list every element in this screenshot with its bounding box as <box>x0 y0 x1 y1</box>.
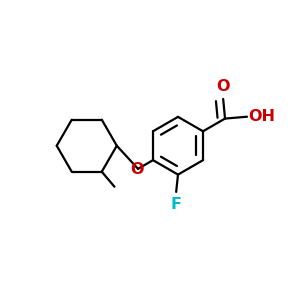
Text: F: F <box>171 197 182 212</box>
Text: O: O <box>130 163 144 178</box>
Text: OH: OH <box>248 109 275 124</box>
Text: O: O <box>216 79 230 94</box>
